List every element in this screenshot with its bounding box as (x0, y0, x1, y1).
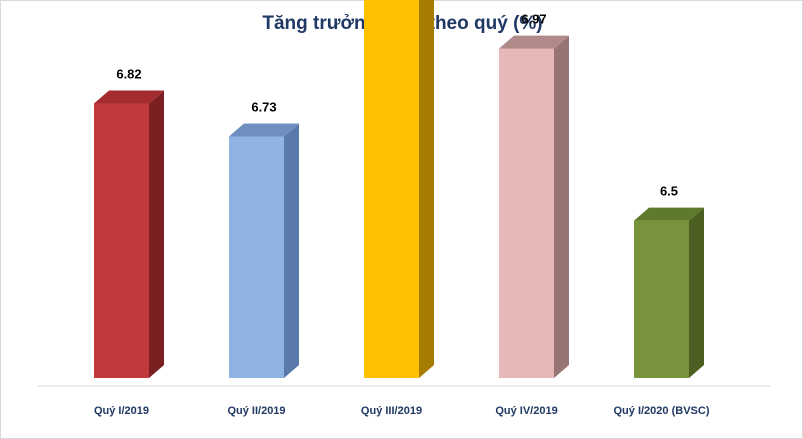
bar-side-4 (554, 35, 569, 378)
bar-top-1 (94, 90, 164, 104)
value-label-1: 6.82 (116, 67, 141, 82)
value-label-4: 6.97 (521, 12, 546, 27)
category-label-2: Quý II/2019 (227, 405, 285, 417)
bar-side-2 (284, 123, 299, 378)
bar-front-2 (229, 136, 284, 378)
bar-top-5 (634, 207, 704, 221)
category-label-4: Quý IV/2019 (495, 405, 557, 417)
category-label-1: Quý I/2019 (94, 405, 149, 417)
bar-front-4 (499, 48, 554, 378)
bar-side-1 (149, 90, 164, 378)
bar-front-1 (94, 103, 149, 378)
bar-top-2 (229, 123, 299, 137)
value-label-2: 6.73 (251, 99, 276, 114)
bar-front-3 (364, 0, 419, 378)
bar-front-5 (634, 220, 689, 378)
category-label-3: Quý III/2019 (361, 405, 422, 417)
value-label-5: 6.5 (660, 184, 678, 199)
bar-side-5 (689, 207, 704, 378)
bar-top-4 (499, 35, 569, 49)
category-label-5: Quý I/2020 (BVSC) (614, 405, 710, 417)
bar-side-3 (419, 0, 434, 378)
